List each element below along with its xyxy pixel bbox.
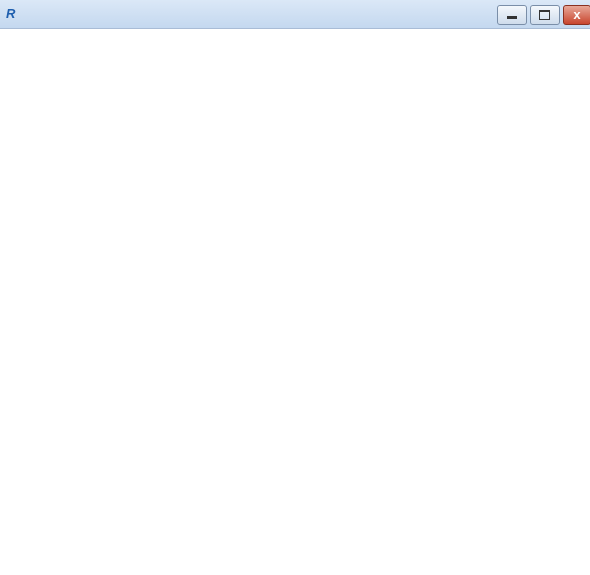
- app-icon: R: [6, 6, 16, 21]
- close-button[interactable]: x: [563, 5, 590, 25]
- maximize-button[interactable]: [530, 5, 560, 25]
- minimize-button[interactable]: [497, 5, 527, 25]
- title-bar: R x: [0, 0, 590, 29]
